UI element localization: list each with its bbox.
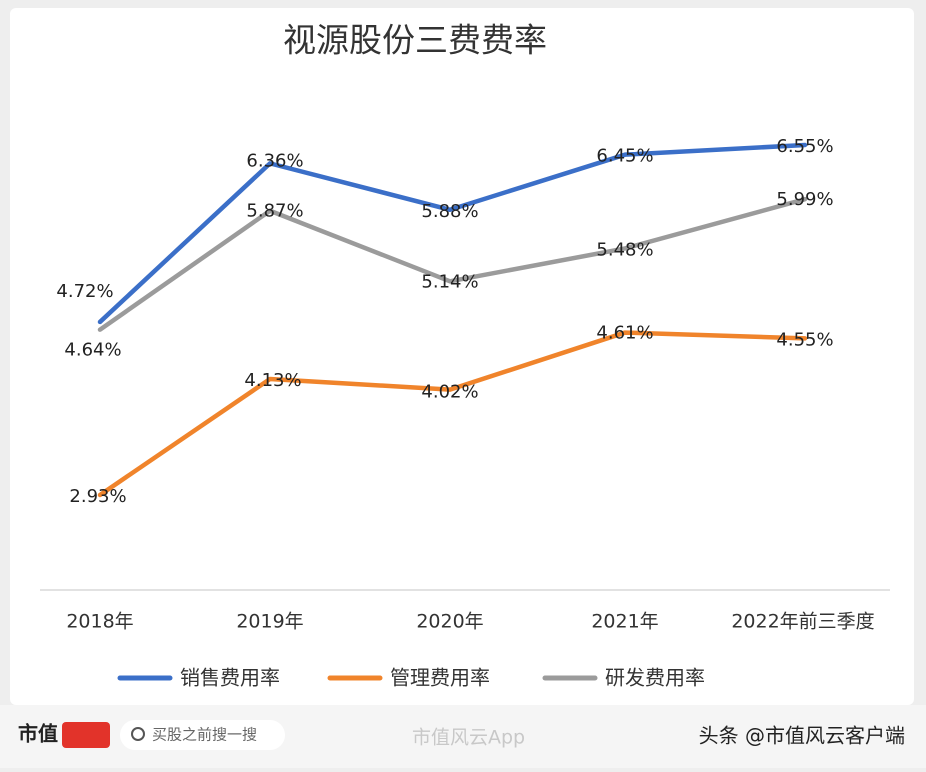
legend-label: 研发费用率 — [605, 666, 705, 690]
value-label: 5.99% — [776, 189, 833, 210]
brand: 市值 — [18, 722, 58, 746]
legend-label: 销售费用率 — [180, 666, 280, 690]
search-box[interactable] — [120, 720, 285, 750]
value-label: 5.87% — [246, 201, 303, 222]
value-label: 4.02% — [421, 382, 478, 403]
line — [97, 330, 808, 498]
value-label: 4.72% — [56, 281, 113, 302]
search-placeholder: 买股之前搜一搜 — [152, 726, 257, 744]
line — [97, 196, 808, 332]
value-label: 6.45% — [596, 146, 653, 167]
value-label: 6.55% — [776, 136, 833, 157]
value-label: 5.88% — [421, 201, 478, 222]
x-tick-label: 2022年前三季度 — [731, 611, 874, 633]
brand-logo — [62, 722, 110, 748]
value-label: 5.14% — [421, 271, 478, 292]
x-tick-label: 2019年 — [236, 611, 303, 633]
value-label: 2.93% — [69, 486, 126, 507]
x-tick-label: 2021年 — [591, 611, 658, 633]
app-watermark: 市值风云App — [412, 727, 525, 749]
x-tick-label: 2018年 — [66, 611, 133, 633]
chart-card — [10, 8, 914, 705]
value-label: 5.48% — [596, 239, 653, 260]
chart-title: 视源股份三费费率 — [283, 21, 547, 60]
legend-label: 管理费用率 — [390, 666, 490, 690]
source: 头条 @市值风云客户端 — [699, 724, 905, 748]
line — [97, 142, 808, 325]
search-icon — [131, 727, 145, 741]
value-label: 4.13% — [244, 370, 301, 391]
value-label: 4.61% — [596, 323, 653, 344]
value-label: 4.55% — [776, 329, 833, 350]
x-tick-label: 2020年 — [416, 611, 483, 633]
value-label: 4.64% — [64, 340, 121, 361]
value-label: 6.36% — [246, 150, 303, 171]
